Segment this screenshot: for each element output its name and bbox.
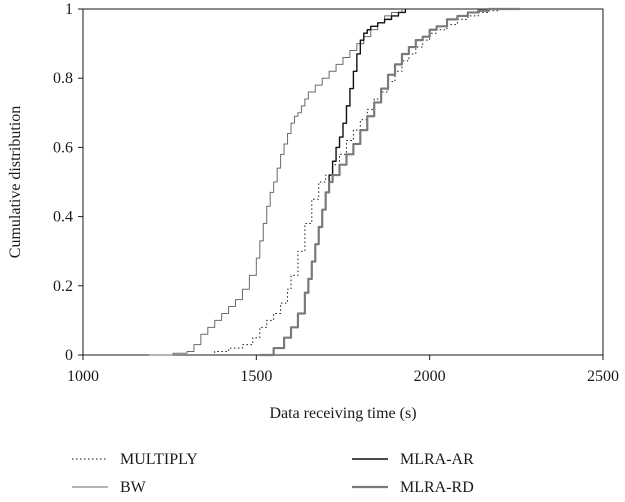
y-tick-label: 0.2	[53, 278, 73, 295]
legend-label: MLRA-RD	[400, 479, 474, 496]
series-line-multiply	[200, 8, 527, 356]
x-tick-label: 1500	[240, 368, 272, 385]
legend-label: MULTIPLY	[120, 451, 198, 468]
series-line-bw	[148, 9, 403, 356]
plot-frame	[82, 8, 604, 356]
x-tick-label: 2500	[587, 368, 619, 385]
x-axis-label: Data receiving time (s)	[269, 405, 416, 422]
series-layer	[148, 7, 527, 357]
y-tick-label: 0.6	[53, 139, 73, 156]
y-tick-label: 1	[65, 1, 73, 18]
y-tick-label: 0	[65, 347, 73, 364]
series-line-mlra-rd	[259, 7, 520, 357]
legend-label: MLRA-AR	[400, 451, 474, 468]
x-tick-label: 2000	[414, 368, 446, 385]
axes: 1000 1500 2000 2500 0 0.2 0.4 0.6 0.8 1	[53, 1, 619, 385]
y-tick-label: 0.8	[53, 70, 73, 87]
x-tick-label: 1000	[67, 368, 99, 385]
y-axis-label: Cumulative distribution	[7, 106, 24, 258]
y-tick-label: 0.4	[53, 209, 73, 226]
legend: MULTIPLY BW MLRA-AR MLRA-RD	[72, 451, 474, 496]
legend-label: BW	[120, 479, 147, 496]
